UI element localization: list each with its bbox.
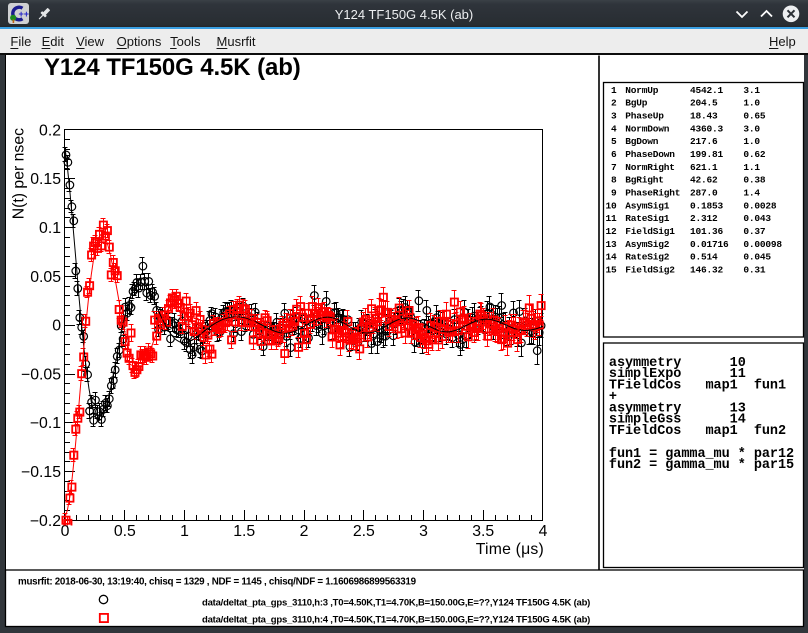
svg-text:data/deltat_pta_gps_3110,h:4 ,: data/deltat_pta_gps_3110,h:4 ,T0=4.50K,T… [202, 614, 590, 625]
svg-text:+: + [609, 390, 617, 405]
svg-text:1.5: 1.5 [233, 523, 255, 540]
svg-text:0: 0 [61, 523, 70, 540]
svg-text:simplExpo 11: simplExpo 11 [609, 367, 746, 382]
svg-text:−0.05: −0.05 [21, 366, 61, 383]
svg-text:0.5: 0.5 [114, 523, 136, 540]
svg-text:0.31: 0.31 [743, 264, 766, 275]
svg-text:15: 15 [605, 264, 617, 275]
svg-text:3.5: 3.5 [472, 523, 494, 540]
svg-text:3.1: 3.1 [743, 85, 760, 96]
svg-text:14: 14 [605, 252, 617, 263]
svg-text:BgDown: BgDown [625, 136, 659, 147]
svg-text:4: 4 [539, 523, 548, 540]
svg-text:musrfit: 2018-06-30, 13:19:40,: musrfit: 2018-06-30, 13:19:40, chisq = 1… [18, 577, 417, 588]
svg-text:FieldSig1: FieldSig1 [625, 226, 675, 237]
svg-text:0.1: 0.1 [39, 220, 61, 237]
svg-text:1.1: 1.1 [743, 162, 760, 173]
svg-text:−0.15: −0.15 [21, 464, 61, 481]
svg-text:12: 12 [605, 226, 617, 237]
svg-text:1: 1 [180, 523, 189, 540]
svg-text:0.37: 0.37 [743, 226, 766, 237]
svg-text:fun2 = gamma_mu * par15: fun2 = gamma_mu * par15 [609, 458, 794, 473]
svg-text:5: 5 [611, 136, 617, 147]
svg-text:146.32: 146.32 [690, 264, 724, 275]
svg-text:204.5: 204.5 [690, 98, 718, 109]
svg-text:6: 6 [611, 149, 617, 160]
svg-text:0: 0 [52, 318, 61, 335]
svg-text:BgRight: BgRight [625, 175, 664, 186]
svg-text:TFieldCos map1 fun2: TFieldCos map1 fun2 [609, 424, 786, 439]
svg-text:2: 2 [611, 98, 617, 109]
svg-text:9: 9 [611, 187, 617, 198]
svg-text:4360.3: 4360.3 [690, 123, 724, 134]
svg-text:3: 3 [611, 111, 617, 122]
svg-text:simpleGss 14: simpleGss 14 [609, 413, 746, 428]
svg-text:NormRight: NormRight [625, 162, 675, 173]
svg-text:fun1 = gamma_mu * par12: fun1 = gamma_mu * par12 [609, 447, 794, 462]
svg-text:0.15: 0.15 [30, 171, 61, 188]
svg-text:8: 8 [611, 175, 617, 186]
svg-text:13: 13 [605, 239, 617, 250]
svg-text:0.01716: 0.01716 [690, 239, 729, 250]
svg-text:217.6: 217.6 [690, 136, 718, 147]
svg-text:AsymSig1: AsymSig1 [625, 200, 670, 211]
svg-text:0.043: 0.043 [743, 213, 771, 224]
svg-text:FieldSig2: FieldSig2 [625, 264, 675, 275]
svg-text:101.36: 101.36 [690, 226, 724, 237]
svg-text:3: 3 [419, 523, 428, 540]
svg-text:0.1853: 0.1853 [690, 200, 724, 211]
svg-text:0.62: 0.62 [743, 149, 766, 160]
svg-text:2.5: 2.5 [353, 523, 375, 540]
svg-text:621.1: 621.1 [690, 162, 718, 173]
svg-text:199.81: 199.81 [690, 149, 724, 160]
svg-text:PhaseDown: PhaseDown [625, 149, 675, 160]
svg-text:1.4: 1.4 [743, 187, 760, 198]
svg-text:2.312: 2.312 [690, 213, 718, 224]
svg-text:0.514: 0.514 [690, 252, 718, 263]
svg-text:−0.1: −0.1 [30, 415, 61, 432]
svg-text:4: 4 [611, 123, 617, 134]
svg-text:NormUp: NormUp [625, 85, 659, 96]
svg-text:AsymSig2: AsymSig2 [625, 239, 670, 250]
svg-text:Time (μs): Time (μs) [476, 541, 544, 558]
svg-text:1.0: 1.0 [743, 136, 760, 147]
svg-text:10: 10 [605, 200, 617, 211]
svg-text:−0.2: −0.2 [30, 513, 61, 530]
svg-text:0.05: 0.05 [30, 269, 61, 286]
svg-text:287.0: 287.0 [690, 187, 718, 198]
svg-text:0.045: 0.045 [743, 252, 771, 263]
svg-text:42.62: 42.62 [690, 175, 718, 186]
svg-text:asymmetry 13: asymmetry 13 [609, 401, 746, 416]
svg-text:0.00098: 0.00098 [743, 239, 782, 250]
svg-text:0.0028: 0.0028 [743, 200, 777, 211]
svg-text:TFieldCos map1 fun1: TFieldCos map1 fun1 [609, 379, 786, 394]
svg-text:RateSig1: RateSig1 [625, 213, 670, 224]
svg-text:0.38: 0.38 [743, 175, 766, 186]
svg-text:11: 11 [605, 213, 617, 224]
svg-text:N(t) per nsec: N(t) per nsec [11, 128, 28, 219]
svg-text:0.65: 0.65 [743, 111, 766, 122]
svg-text:RateSig2: RateSig2 [625, 252, 670, 263]
svg-text:18.43: 18.43 [690, 111, 718, 122]
svg-text:asymmetry 10: asymmetry 10 [609, 356, 746, 371]
svg-text:7: 7 [611, 162, 617, 173]
svg-text:BgUp: BgUp [625, 98, 648, 109]
svg-text:PhaseUp: PhaseUp [625, 111, 664, 122]
svg-text:0.2: 0.2 [39, 122, 61, 139]
svg-text:2: 2 [300, 523, 309, 540]
svg-text:4542.1: 4542.1 [690, 85, 724, 96]
svg-text:data/deltat_pta_gps_3110,h:3 ,: data/deltat_pta_gps_3110,h:3 ,T0=4.50K,T… [202, 597, 590, 608]
svg-text:1: 1 [611, 85, 617, 96]
svg-text:NormDown: NormDown [625, 123, 670, 134]
svg-text:++: ++ [18, 9, 29, 19]
svg-text:3.0: 3.0 [743, 123, 760, 134]
svg-text:1.0: 1.0 [743, 98, 760, 109]
svg-text:PhaseRight: PhaseRight [625, 187, 680, 198]
